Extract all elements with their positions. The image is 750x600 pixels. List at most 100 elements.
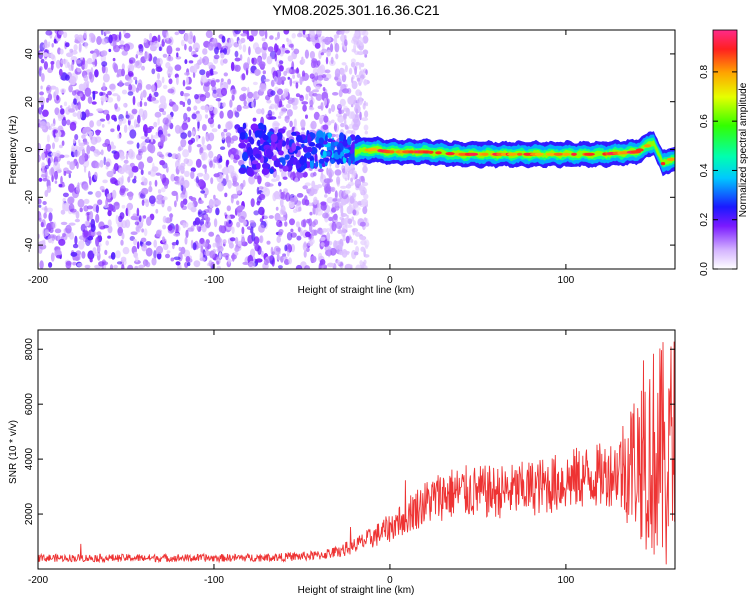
spectrogram-cell xyxy=(77,101,81,110)
spectrogram-cell xyxy=(116,124,121,132)
spectrogram-cell xyxy=(258,224,265,233)
spectrogram-cell xyxy=(210,80,216,87)
spectrogram-cell xyxy=(239,94,246,102)
spectrogram-cell xyxy=(261,37,266,42)
spectrogram-cell xyxy=(282,171,288,178)
spectrogram-cell xyxy=(248,46,251,56)
spectrogram-cell xyxy=(123,43,130,52)
spectrogram-cell xyxy=(76,110,83,120)
spectrogram-cell xyxy=(241,73,246,81)
spectrogram-cell xyxy=(53,38,57,44)
spectrogram-cell xyxy=(309,142,316,147)
spectrogram-cell xyxy=(350,111,356,120)
spectrogram-cell xyxy=(42,43,50,49)
spectrogram-cell xyxy=(353,251,359,256)
spectrogram-cell xyxy=(65,224,72,234)
spectrogram-cell xyxy=(170,257,175,262)
spectrogram-cell xyxy=(93,171,98,181)
spectrogram-cell xyxy=(142,89,147,98)
spectrogram-cell xyxy=(292,104,298,110)
spectrogram-cell xyxy=(317,65,324,76)
spectrogram-cell xyxy=(50,252,55,262)
spectrogram-cell xyxy=(314,153,318,163)
spectrogram-cell xyxy=(119,40,125,45)
spectrogram-cell xyxy=(344,177,348,181)
spectrogram-cell xyxy=(99,91,104,97)
spectrogram-cell xyxy=(176,152,181,161)
spectrogram-cell xyxy=(84,41,88,49)
spectrogram-cell xyxy=(83,166,87,173)
spectrogram-cell xyxy=(220,87,228,97)
spectrogram-cell xyxy=(337,104,342,109)
spectrogram-cell xyxy=(334,42,340,53)
spectrogram-cell xyxy=(355,89,362,97)
spectrogram-cell xyxy=(68,173,72,179)
spectrogram-cell xyxy=(335,53,339,60)
spectrogram-cell xyxy=(132,178,137,184)
spectrogram-cell xyxy=(129,59,134,64)
spectrogram-cell xyxy=(333,213,338,221)
spectrogram-cell xyxy=(269,116,277,120)
spectrogram-cell xyxy=(174,124,181,134)
spectrogram-cell xyxy=(305,146,313,153)
spectrogram-cell xyxy=(336,176,341,185)
spectrogram-cell xyxy=(90,231,98,236)
spectrogram-cell xyxy=(359,95,363,106)
spectrogram-cell xyxy=(354,231,361,237)
spectrogram-cell xyxy=(344,64,348,73)
spectrogram-cell xyxy=(102,142,109,148)
spectrogram-cell xyxy=(86,144,91,155)
spectrogram-cell xyxy=(81,251,86,259)
spectrogram-cell xyxy=(58,68,63,76)
spectrogram-cell xyxy=(219,49,226,54)
spectrogram-cell xyxy=(278,100,283,108)
spectrogram-ridge-core xyxy=(408,150,415,154)
spectrogram-cell xyxy=(352,220,356,226)
spectrogram-cell xyxy=(319,117,323,125)
spectrogram-cell xyxy=(345,263,353,268)
spectrogram-cell xyxy=(55,59,61,69)
spectrogram-cell xyxy=(160,173,163,180)
spectrogram-cell xyxy=(127,78,133,84)
spectrogram-cell xyxy=(291,131,297,136)
spectrogram-cell xyxy=(270,133,278,143)
spectrogram-cell xyxy=(154,179,158,187)
spectrogram-cell xyxy=(334,190,338,200)
spectrogram-cell xyxy=(182,198,188,206)
spectrogram-cell xyxy=(302,185,309,190)
spectrogram-cell xyxy=(312,67,319,77)
spectrogram-cell xyxy=(192,35,196,44)
spectrogram-cell xyxy=(260,74,266,84)
spectrogram-cell xyxy=(318,50,322,60)
spectrogram-cell xyxy=(355,246,360,254)
spectrogram-cell xyxy=(83,75,89,82)
spectrogram-cell xyxy=(288,257,292,265)
spectrogram-cell xyxy=(286,37,289,43)
spectrogram-cell xyxy=(166,45,173,55)
spectrogram-cell xyxy=(150,134,154,143)
spectrogram-cell xyxy=(285,192,291,202)
spectrogram-cell xyxy=(321,48,328,54)
spectrogram-cell xyxy=(49,234,57,239)
spectrogram-cell xyxy=(240,37,246,44)
snr-y-tick-label: 4000 xyxy=(24,448,35,471)
spectrogram-cell xyxy=(148,195,156,204)
spectrogram-cell xyxy=(254,171,258,176)
spectrogram-cell xyxy=(209,160,213,168)
spectrogram-cell xyxy=(327,169,334,178)
spectrogram-cell xyxy=(257,245,262,255)
spectrogram-cell xyxy=(351,216,355,222)
spectrogram-cell xyxy=(135,255,139,263)
spectrogram-cell xyxy=(284,50,290,54)
spectrogram-cell xyxy=(143,228,148,237)
spectrogram-cell xyxy=(252,117,257,122)
spectrogram-cell xyxy=(217,164,222,169)
spectrogram-cell xyxy=(73,150,80,158)
spectrogram-cell xyxy=(45,143,51,151)
spectrogram-cell xyxy=(288,200,295,209)
spectrogram-cell xyxy=(64,59,69,69)
spectrogram-cell xyxy=(310,172,315,178)
spectrogram-cell xyxy=(322,124,329,130)
spectrogram-cell xyxy=(213,218,218,228)
spectrogram-cell xyxy=(221,35,226,43)
